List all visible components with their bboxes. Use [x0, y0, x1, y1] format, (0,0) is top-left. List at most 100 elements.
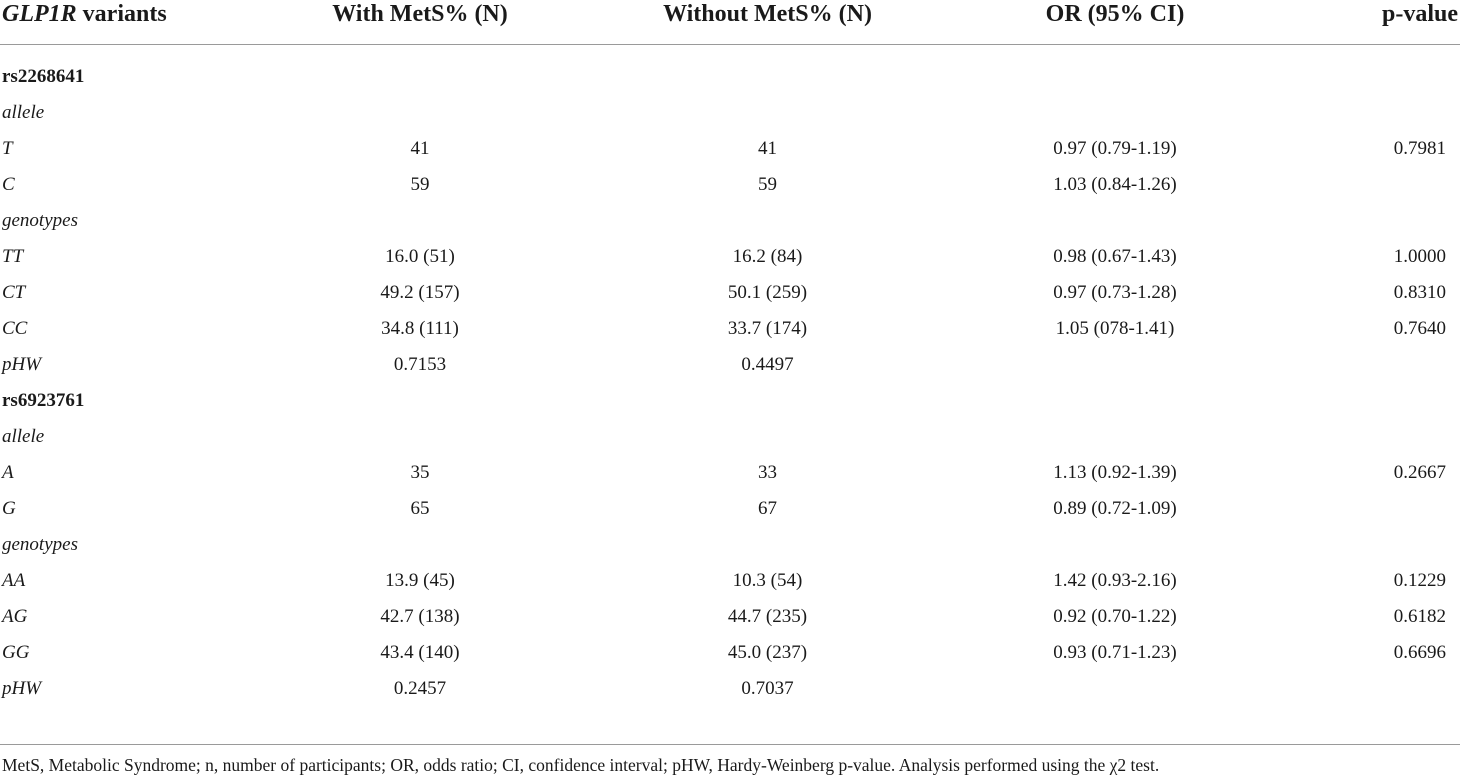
cell-with-mets: 0.2457	[393, 678, 447, 699]
spacer-row	[0, 45, 1460, 60]
cell-odds-ratio: 0.92 (0.70-1.22)	[1053, 606, 1177, 627]
cell-with-mets	[250, 203, 590, 239]
cell-p-value	[1285, 491, 1460, 527]
row-label: G	[2, 498, 16, 519]
table-row: allele	[0, 419, 1460, 455]
cell-with-mets: 43.4 (140)	[380, 642, 460, 663]
cell-with-mets: 35	[410, 462, 430, 483]
table-row: A 35 33 1.13 (0.92-1.39) 0.2667	[0, 455, 1460, 491]
cell-odds-ratio: 0.97 (0.79-1.19)	[1053, 138, 1177, 159]
header-variants-suffix: variants	[76, 1, 167, 27]
cell-p-value	[1285, 383, 1460, 419]
cell-p-value: 0.6696	[1393, 642, 1446, 663]
table-row: AA 13.9 (45) 10.3 (54) 1.42 (0.93-2.16) 0.12…	[0, 563, 1460, 599]
cell-p-value: 0.7981	[1393, 138, 1446, 159]
row-label: CC	[2, 318, 28, 339]
table-row: pHW 0.7153 0.4497	[0, 347, 1460, 383]
cell-without-mets	[590, 95, 945, 131]
cell-p-value	[1285, 347, 1460, 383]
results-table-container: GLP1R variants With MetS% (N) Without Me…	[0, 0, 1460, 708]
cell-with-mets: 49.2 (157)	[380, 282, 460, 303]
cell-p-value	[1285, 95, 1460, 131]
row-label: pHW	[2, 678, 42, 699]
row-label: pHW	[2, 354, 42, 375]
cell-without-mets	[590, 203, 945, 239]
row-label: allele	[2, 426, 45, 447]
cell-without-mets	[590, 383, 945, 419]
cell-with-mets: 16.0 (51)	[385, 246, 455, 267]
table-row: C 59 59 1.03 (0.84-1.26)	[0, 167, 1460, 203]
cell-odds-ratio: 1.13 (0.92-1.39)	[1053, 462, 1177, 483]
cell-with-mets: 65	[410, 498, 430, 519]
header-without-mets: Without MetS% (N)	[590, 0, 945, 45]
cell-odds-ratio	[945, 419, 1285, 455]
table-header: GLP1R variants With MetS% (N) Without Me…	[0, 0, 1460, 45]
cell-p-value: 0.7640	[1393, 318, 1446, 339]
table-row: CT 49.2 (157) 50.1 (259) 0.97 (0.73-1.28) 0.…	[0, 275, 1460, 311]
table-row: T 41 41 0.97 (0.79-1.19) 0.7981	[0, 131, 1460, 167]
cell-odds-ratio	[945, 347, 1285, 383]
cell-without-mets: 0.7037	[741, 678, 794, 699]
cell-odds-ratio	[945, 203, 1285, 239]
header-odds-ratio: OR (95% CI)	[945, 0, 1285, 45]
header-with-mets: With MetS% (N)	[250, 0, 590, 45]
cell-odds-ratio: 1.05 (078-1.41)	[1055, 318, 1175, 339]
cell-without-mets	[590, 527, 945, 563]
cell-with-mets: 59	[410, 174, 430, 195]
table-row: GG 43.4 (140) 45.0 (237) 0.93 (0.71-1.23) 0.…	[0, 635, 1460, 671]
cell-p-value	[1285, 59, 1460, 95]
cell-with-mets	[250, 527, 590, 563]
table-body: rs2268641 allele T 41 41 0.97 (0.79-1.19) 0.79…	[0, 45, 1460, 708]
row-label: GG	[2, 642, 30, 663]
row-label: allele	[2, 102, 45, 123]
cell-without-mets: 59	[758, 174, 777, 195]
cell-with-mets	[250, 419, 590, 455]
cell-p-value	[1285, 203, 1460, 239]
row-label: genotypes	[2, 534, 78, 555]
cell-p-value: 0.2667	[1393, 462, 1446, 483]
cell-odds-ratio	[945, 383, 1285, 419]
table-row: genotypes	[0, 527, 1460, 563]
table-footnote: MetS, Metabolic Syndrome; n, number of p…	[0, 744, 1460, 776]
cell-without-mets: 10.3 (54)	[732, 570, 803, 591]
cell-p-value	[1285, 167, 1460, 203]
header-variants: GLP1R variants	[0, 0, 250, 45]
row-label: A	[2, 462, 14, 483]
table-row: CC 34.8 (111) 33.7 (174) 1.05 (078-1.41) 0.7…	[0, 311, 1460, 347]
cell-odds-ratio: 0.98 (0.67-1.43)	[1053, 246, 1177, 267]
cell-without-mets: 45.0 (237)	[727, 642, 808, 663]
cell-odds-ratio: 1.42 (0.93-2.16)	[1053, 570, 1177, 591]
cell-without-mets: 16.2 (84)	[732, 246, 803, 267]
header-row: GLP1R variants With MetS% (N) Without Me…	[0, 0, 1460, 45]
row-label: T	[2, 138, 13, 159]
cell-without-mets	[590, 419, 945, 455]
cell-without-mets: 41	[758, 138, 777, 159]
cell-odds-ratio	[945, 671, 1285, 707]
cell-odds-ratio: 0.97 (0.73-1.28)	[1053, 282, 1177, 303]
cell-without-mets: 0.4497	[741, 354, 794, 375]
row-label: AG	[2, 606, 28, 627]
cell-with-mets: 34.8 (111)	[381, 318, 459, 339]
cell-with-mets: 41	[410, 138, 430, 159]
row-label: C	[2, 174, 15, 195]
cell-p-value: 0.1229	[1393, 570, 1446, 591]
cell-with-mets	[250, 59, 590, 95]
cell-p-value	[1285, 671, 1460, 707]
cell-without-mets: 33	[758, 462, 777, 483]
cell-with-mets	[250, 383, 590, 419]
cell-odds-ratio: 1.03 (0.84-1.26)	[1053, 174, 1177, 195]
cell-odds-ratio	[945, 59, 1285, 95]
table-row: genotypes	[0, 203, 1460, 239]
cell-p-value: 0.6182	[1393, 606, 1446, 627]
table-row: allele	[0, 95, 1460, 131]
genotype-association-table: GLP1R variants With MetS% (N) Without Me…	[0, 0, 1460, 708]
cell-odds-ratio: 0.93 (0.71-1.23)	[1053, 642, 1177, 663]
cell-p-value	[1285, 419, 1460, 455]
cell-p-value: 0.8310	[1393, 282, 1446, 303]
cell-without-mets: 67	[758, 498, 777, 519]
table-row: TT 16.0 (51) 16.2 (84) 0.98 (0.67-1.43) 1.00…	[0, 239, 1460, 275]
row-label: CT	[2, 282, 26, 303]
row-label: rs6923761	[2, 390, 85, 411]
cell-without-mets	[590, 59, 945, 95]
row-label: genotypes	[2, 210, 78, 231]
